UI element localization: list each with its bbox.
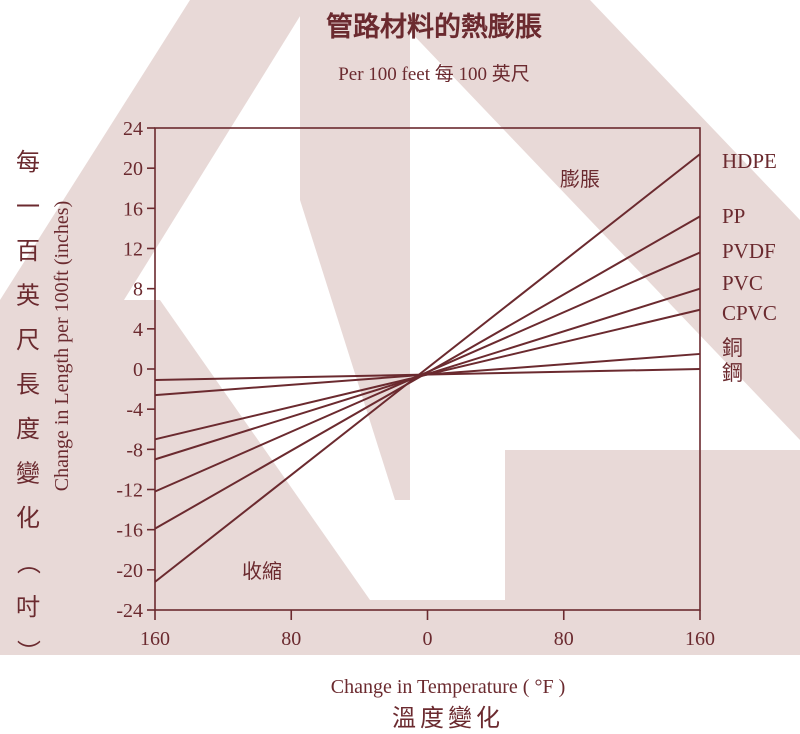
series-line-PVDF bbox=[154, 251, 701, 493]
y-tick-label: -16 bbox=[116, 520, 143, 542]
y-axis-label: Change in Length per 100ft (inches) bbox=[51, 201, 73, 491]
series-label: HDPE bbox=[722, 149, 777, 173]
series-labels: HDPE PP PVDF PVC CPVC 銅鋼 bbox=[722, 149, 777, 385]
series-label: PVDF bbox=[722, 239, 776, 263]
x-tick-label: 0 bbox=[423, 628, 433, 650]
series-label: 銅 bbox=[722, 336, 743, 360]
x-tick-label: 160 bbox=[140, 628, 170, 650]
x-tick-label: 80 bbox=[281, 628, 301, 650]
y-tick-label: 24 bbox=[123, 118, 143, 140]
series-lines bbox=[154, 153, 701, 583]
series-line-鋼 bbox=[154, 368, 701, 382]
y-tick-label: 20 bbox=[123, 158, 143, 180]
series-label: 鋼 bbox=[722, 361, 743, 385]
y-tick-label: 12 bbox=[123, 239, 143, 261]
x-tick-label: 160 bbox=[685, 628, 715, 650]
y-axis-label-zh-char: 英 bbox=[16, 282, 40, 310]
contraction-annotation: 收縮 bbox=[242, 559, 282, 583]
x-axis-label-zh: 溫度變化 bbox=[392, 704, 504, 732]
y-axis-label-zh-char: 尺 bbox=[16, 326, 40, 354]
y-axis-label-zh-char: 變 bbox=[16, 460, 40, 488]
series-line-HDPE bbox=[154, 153, 701, 583]
x-tick-label: 80 bbox=[554, 628, 574, 650]
y-tick-label: -12 bbox=[116, 480, 143, 502]
x-axis-label: Change in Temperature ( °F ) bbox=[331, 676, 566, 698]
y-tick-label: 0 bbox=[133, 359, 143, 381]
y-axis-label-zh-char: 吋 bbox=[16, 593, 40, 621]
y-tick-label: 16 bbox=[123, 198, 143, 220]
y-tick-label: -20 bbox=[116, 560, 143, 582]
watermark-right-block bbox=[505, 450, 800, 605]
y-axis-label-zh-char: ） bbox=[14, 640, 42, 664]
series-label: CPVC bbox=[722, 301, 777, 325]
series-label: PVC bbox=[722, 271, 763, 295]
y-axis-label-zh-char: 長 bbox=[16, 371, 40, 399]
y-axis-label-zh-char: （ bbox=[14, 551, 42, 575]
chart-subtitle: Per 100 feet 每 100 英尺 bbox=[338, 63, 530, 85]
y-tick-label: 8 bbox=[133, 279, 143, 301]
y-tick-label: -4 bbox=[126, 399, 143, 421]
y-axis-label-zh-char: 化 bbox=[16, 504, 40, 532]
series-label: PP bbox=[722, 204, 745, 228]
y-axis-label-zh-char: 一 bbox=[16, 193, 40, 221]
y-tick-label: -24 bbox=[116, 600, 143, 622]
chart-title: 管路材料的熱膨脹 bbox=[326, 11, 542, 43]
expansion-annotation: 膨脹 bbox=[560, 167, 600, 191]
watermark-right-diagonal bbox=[380, 0, 800, 440]
watermark-logo bbox=[0, 0, 800, 655]
y-tick-label: 4 bbox=[133, 319, 143, 341]
watermark-bottom-band bbox=[0, 600, 800, 655]
y-axis-label-zh-char: 度 bbox=[16, 415, 40, 443]
y-axis-label-zh-char: 每 bbox=[16, 148, 40, 176]
y-tick-label: -8 bbox=[126, 439, 143, 461]
y-axis-label-zh-char: 百 bbox=[16, 237, 40, 265]
axis-ticks: 24 20 16 12 8 4 0 -4 -8 -12 -16 -20 -24 160 80 0 80 160 bbox=[116, 118, 715, 650]
